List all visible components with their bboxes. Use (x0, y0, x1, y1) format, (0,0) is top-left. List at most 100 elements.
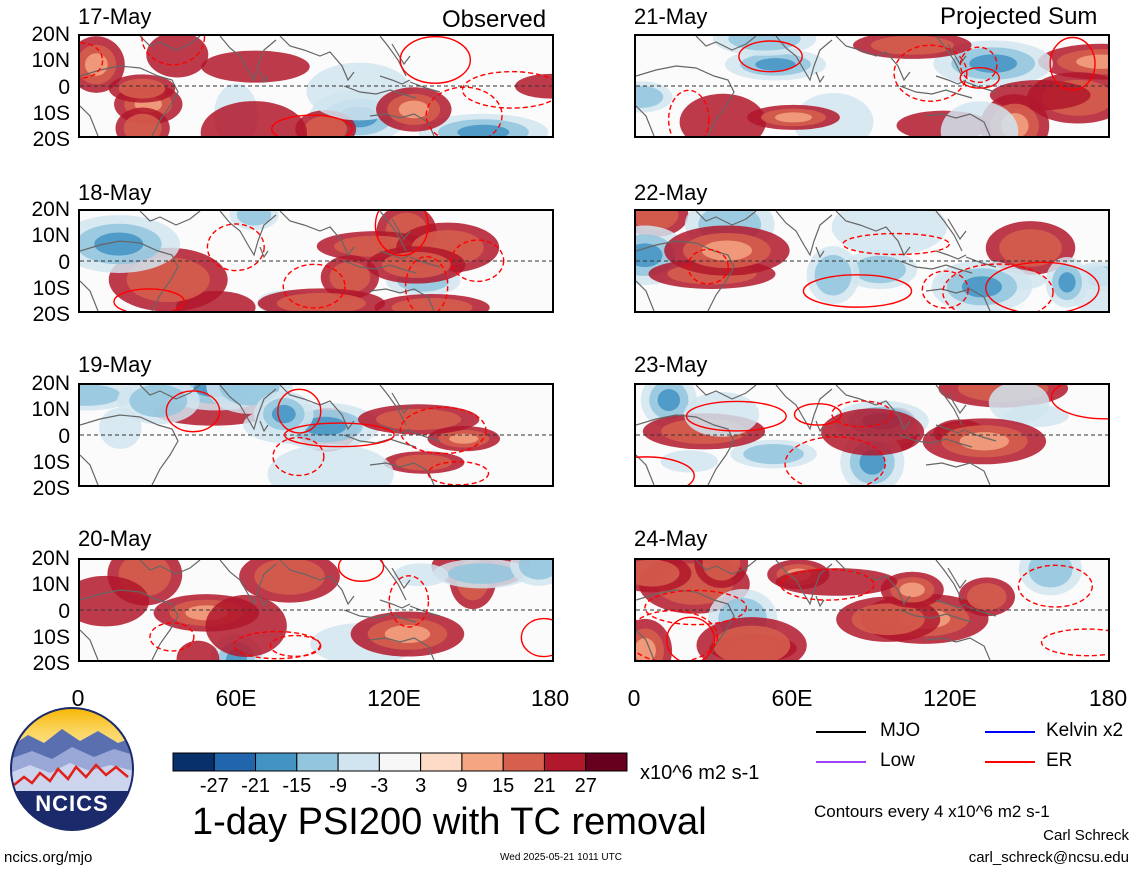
lon-label: 120E (923, 685, 977, 711)
er-contour (784, 436, 886, 485)
er-contour (271, 114, 353, 136)
colorbar-swatch (585, 752, 628, 772)
panel-date: 21-May (634, 4, 708, 29)
positive-anomaly (449, 433, 479, 444)
er-contour (1040, 628, 1108, 657)
panel-date: 18-May (78, 180, 152, 205)
er-contour (272, 436, 325, 477)
positive-anomaly (821, 408, 925, 456)
map-panel-observed-1 (78, 34, 554, 138)
coastline (80, 560, 441, 660)
positive-anomaly (200, 101, 308, 136)
panel-date: 20-May (78, 526, 152, 551)
er-contour (165, 390, 221, 433)
author-email[interactable]: carl_schreck@ncsu.edu (968, 849, 1129, 866)
positive-anomaly (276, 292, 366, 311)
lon-label: 0 (71, 685, 85, 711)
negative-anomaly (814, 254, 852, 296)
footer-url[interactable]: ncics.org/mjo (4, 849, 93, 866)
er-contour (399, 406, 487, 455)
colorbar-swatch (337, 752, 380, 772)
er-contour (1017, 564, 1093, 608)
positive-anomaly (146, 36, 209, 78)
lat-label: 10S (32, 277, 70, 300)
er-contour (425, 86, 503, 136)
positive-anomaly (679, 93, 766, 136)
panel-date: 23-May (634, 352, 708, 377)
lon-label: 120E (367, 685, 421, 711)
colorbar-tick-label: 9 (456, 775, 468, 797)
lat-label: 20S (32, 477, 70, 500)
negative-anomaly (660, 450, 719, 473)
colorbar-tick-label: 27 (574, 775, 597, 797)
legend-kelvin-line (985, 731, 1035, 733)
negative-anomaly (684, 392, 760, 437)
positive-anomaly (899, 582, 925, 598)
er-contour (959, 67, 1000, 89)
er-contour (388, 575, 430, 628)
positive-anomaly (376, 408, 462, 430)
footer-timestamp: Wed 2025-05-21 1011 UTC (500, 852, 622, 863)
lat-label: 20S (32, 303, 70, 326)
er-contour (921, 270, 969, 309)
colorbar (172, 752, 628, 779)
legend-er-label: ER (1046, 750, 1073, 771)
author-credit: Carl Schreck (1043, 827, 1129, 844)
colorbar-swatch (378, 752, 422, 772)
er-contour (666, 616, 716, 660)
colorbar-swatch (502, 752, 545, 772)
coastline (636, 36, 997, 136)
negative-anomaly (743, 444, 804, 465)
panel-date: 24-May (634, 526, 708, 551)
negative-anomaly (853, 255, 907, 284)
lat-label: 10N (31, 573, 70, 596)
panel-date: 19-May (78, 352, 152, 377)
positive-anomaly (384, 625, 431, 644)
lon-label: 180 (530, 685, 570, 711)
map-panel-observed-4 (78, 558, 554, 662)
lat-label: 20N (31, 23, 70, 46)
positive-anomaly (329, 261, 371, 293)
positive-anomaly (636, 560, 680, 587)
colorbar-swatch (213, 752, 257, 772)
er-contour (959, 46, 998, 84)
map-panel-observed-3 (78, 383, 554, 487)
er-contour (831, 400, 893, 428)
er-contour (793, 403, 842, 426)
colorbar-swatch (255, 752, 298, 772)
er-contour (644, 589, 748, 626)
coastline (636, 560, 997, 660)
colorbar-swatch (461, 752, 504, 772)
er-contour (687, 248, 729, 285)
logo-text: NCICS (35, 791, 108, 816)
lat-label: 0 (58, 600, 70, 623)
er-contour (399, 36, 472, 84)
negative-anomaly (447, 563, 516, 584)
colorbar-tick-label: -3 (370, 775, 389, 797)
positive-anomaly (713, 625, 791, 660)
lon-label: 0 (627, 685, 641, 711)
positive-anomaly (395, 454, 453, 471)
positive-anomaly (398, 100, 429, 119)
negative-anomaly (1058, 272, 1076, 293)
lat-label: 0 (58, 76, 70, 99)
positive-anomaly (80, 575, 150, 627)
lat-label: 20N (31, 198, 70, 221)
lat-label: 10N (31, 224, 70, 247)
positive-anomaly (254, 560, 325, 595)
map-panel-projected-3 (634, 383, 1110, 487)
er-contour (893, 44, 968, 102)
lat-label: 20N (31, 372, 70, 395)
er-contour (520, 617, 552, 658)
negative-anomaly (457, 124, 510, 136)
negative-anomaly (393, 563, 449, 587)
er-contour (149, 622, 195, 652)
map-panel-observed-2 (78, 209, 554, 313)
colorbar-tick-label: -15 (282, 775, 312, 797)
positive-anomaly (1076, 54, 1108, 69)
er-contour (738, 40, 803, 73)
negative-anomaly (271, 404, 296, 424)
lat-label: 20N (31, 547, 70, 570)
negative-anomaly (636, 86, 664, 108)
legend-low-line (816, 761, 866, 763)
